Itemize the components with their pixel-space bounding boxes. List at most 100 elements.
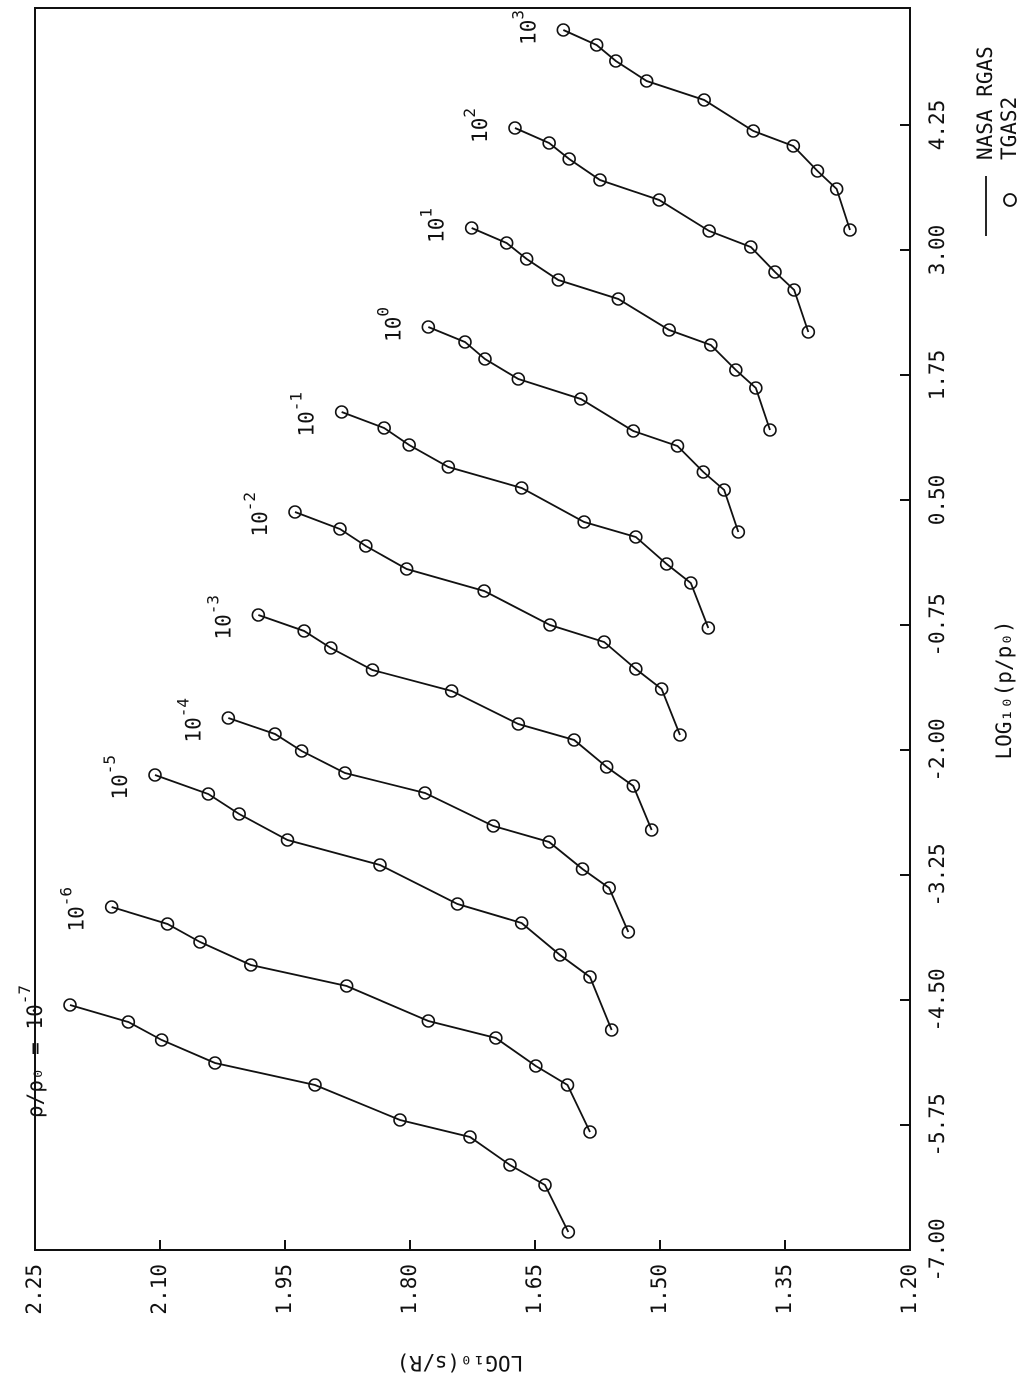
curve-marker — [670, 439, 685, 453]
curve-line — [228, 717, 630, 933]
x-tick-label: -5.75 — [925, 1093, 949, 1156]
curve-marker — [393, 1113, 407, 1127]
curve-marker — [441, 460, 456, 474]
x-tick-label: -4.50 — [925, 968, 949, 1031]
curve-label: 10-3 — [203, 595, 236, 640]
curve-line — [562, 29, 851, 231]
curve-marker — [478, 352, 492, 366]
legend-label: NASA RGAS — [973, 46, 997, 160]
curve-marker — [450, 897, 465, 911]
curve-label-base: 10 — [516, 20, 540, 45]
curve-marker — [626, 424, 641, 438]
curve-marker — [609, 54, 623, 68]
curve-marker — [553, 948, 567, 962]
curve-marker — [567, 733, 581, 747]
curve-marker — [843, 223, 857, 237]
curve-marker — [652, 193, 666, 207]
x-tick-label: 1.75 — [925, 350, 949, 401]
curve-label-exponent: -7 — [15, 985, 34, 1004]
curve-marker — [602, 881, 616, 895]
curve-marker — [593, 173, 607, 187]
curve-label-exponent: -3 — [203, 595, 222, 614]
curve-marker — [801, 325, 816, 339]
curve-marker — [464, 221, 479, 235]
curve-marker — [334, 405, 349, 419]
curve-label: ρ/ρ₀ = 10-7 — [15, 985, 48, 1118]
y-tick-label: 1.20 — [897, 1264, 921, 1315]
curve-marker — [787, 283, 801, 297]
curve-marker — [193, 935, 207, 949]
x-tick-label: 0.50 — [925, 475, 949, 526]
curve-marker — [560, 1078, 575, 1092]
curve-marker — [503, 1158, 517, 1172]
curve-marker — [574, 392, 588, 406]
curve-marker — [63, 998, 77, 1012]
curve-line — [294, 511, 681, 736]
curve-marker — [244, 958, 258, 972]
curve-label-exponent: -4 — [173, 698, 192, 717]
curve-marker — [280, 833, 295, 847]
curve-marker — [373, 858, 387, 872]
curve-label-exponent: -5 — [100, 755, 119, 774]
curve-marker — [717, 483, 731, 497]
curve-marker — [829, 182, 844, 196]
y-axis-label: LOG₁₀(s/R) — [397, 1351, 523, 1375]
curve-marker — [626, 779, 641, 793]
curve-marker — [489, 1031, 503, 1045]
curve-marker — [519, 252, 534, 266]
curve-marker — [288, 505, 302, 519]
curve-marker — [308, 1078, 322, 1092]
curve-marker — [562, 152, 576, 166]
y-tick-label: 1.35 — [772, 1264, 796, 1315]
curve-line — [427, 326, 740, 533]
curve-marker — [538, 1178, 552, 1192]
curve-marker — [744, 240, 758, 254]
curve-label-base: 10 — [181, 717, 205, 742]
curve-marker — [597, 635, 611, 649]
curve-label-exponent: -6 — [56, 887, 75, 906]
curve-label-exponent: 1 — [416, 208, 435, 218]
curve-label-exponent: 0 — [373, 307, 392, 317]
curve-label: 10-6 — [56, 887, 89, 932]
curve-label-base: 10 — [248, 511, 272, 536]
curve-marker — [477, 584, 491, 598]
curve-marker — [659, 557, 674, 571]
curve-marker — [701, 621, 716, 635]
curve-line — [69, 1004, 570, 1233]
curve-line — [111, 906, 591, 1133]
curve-marker — [561, 1225, 576, 1239]
curve-label-exponent: 2 — [460, 108, 479, 118]
curve-line — [514, 127, 810, 333]
curve-marker — [599, 760, 614, 774]
curve-marker — [294, 744, 309, 758]
legend-marker — [1003, 193, 1017, 207]
curve-marker — [297, 624, 311, 638]
curve-label-base: 10 — [65, 906, 89, 931]
curve-label-base: 10 — [295, 411, 319, 436]
curve-marker — [444, 684, 459, 698]
curve-marker — [268, 727, 282, 741]
curve-marker — [511, 717, 526, 731]
x-tick-label: -2.00 — [925, 718, 949, 781]
x-tick-label: -0.75 — [925, 593, 949, 656]
curve-marker — [583, 970, 597, 984]
curve-label-base: 10 — [23, 1004, 47, 1029]
curve-marker — [662, 323, 676, 337]
curve-marker — [543, 618, 557, 632]
curve-label-base: 10 — [108, 774, 132, 799]
curve-label-base: 10 — [381, 317, 405, 342]
curve-line — [471, 227, 771, 431]
curve-marker — [697, 93, 711, 107]
curve-marker — [359, 539, 373, 553]
curve-marker — [121, 1015, 136, 1029]
y-tick-label: 2.25 — [22, 1264, 46, 1315]
y-tick-label: 1.65 — [522, 1264, 546, 1315]
curve-label-base: 10 — [211, 614, 235, 639]
x-tick-label: 4.25 — [925, 100, 949, 151]
curve-label: 102 — [460, 108, 493, 143]
curve-marker — [556, 23, 571, 37]
curve-marker — [402, 438, 416, 452]
curve-marker — [508, 121, 522, 135]
curve-marker — [221, 711, 236, 725]
